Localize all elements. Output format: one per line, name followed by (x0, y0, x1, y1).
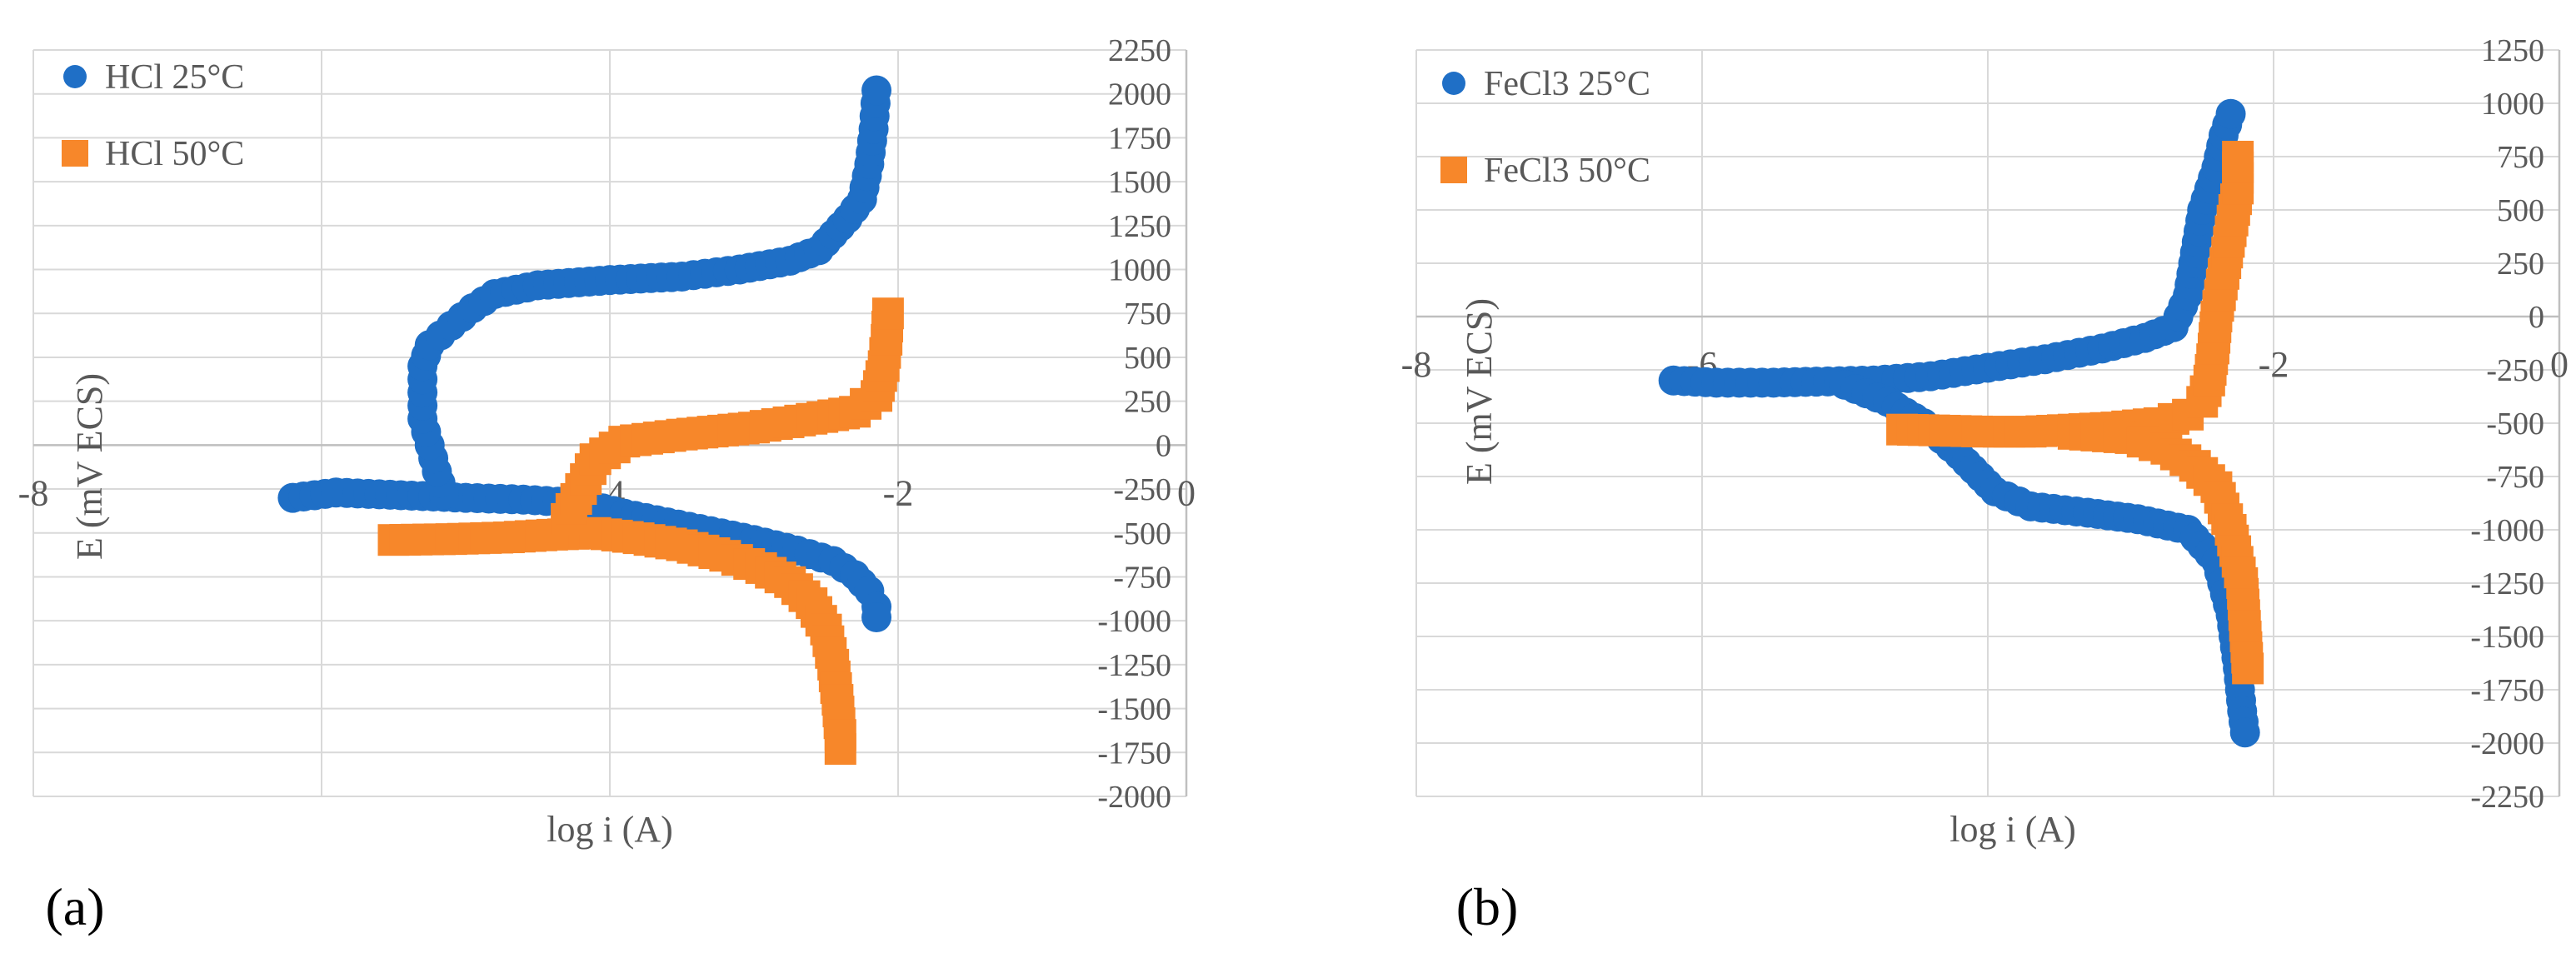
x-axis-title: log i (A) (1949, 809, 2076, 850)
data-point (871, 297, 904, 330)
x-tick-label: 0 (1177, 472, 1196, 513)
x-tick-label: -8 (1401, 344, 1432, 385)
y-tick-label: -750 (1113, 560, 1171, 595)
data-point (861, 601, 892, 632)
data-point (2229, 717, 2260, 748)
y-tick-label: -500 (1113, 516, 1171, 551)
y-tick-label: 0 (2529, 300, 2544, 335)
y-tick-label: -2000 (2470, 726, 2544, 761)
panel-label: (a) (45, 877, 104, 936)
y-tick-label: -750 (2486, 460, 2544, 495)
y-tick-label: -2250 (2470, 780, 2544, 815)
legend-marker (1440, 157, 1467, 183)
y-tick-label: -1750 (2470, 673, 2544, 708)
y-tick-label: 0 (1156, 428, 1171, 463)
y-tick-label: -1250 (1097, 648, 1171, 683)
legend-marker (1442, 72, 1465, 95)
x-tick-label: -2 (883, 472, 914, 513)
legend-label: FeCl3 50°C (1484, 152, 1650, 190)
y-tick-label: 1750 (1108, 121, 1171, 156)
legend-label: HCl 25°C (105, 58, 244, 97)
y-tick-label: -1500 (1097, 692, 1171, 727)
y-tick-label: -1250 (2470, 566, 2544, 601)
y-tick-label: 500 (1124, 341, 1171, 376)
y-tick-label: -1750 (1097, 736, 1171, 771)
y-tick-label: -250 (2486, 353, 2544, 388)
y-tick-label: 1000 (1108, 253, 1171, 288)
y-axis-title: E (mV ECS) (1459, 298, 1500, 485)
legend-label: HCl 50°C (105, 135, 244, 173)
x-tick-label: 0 (2550, 344, 2569, 385)
x-tick-label: -8 (18, 472, 49, 513)
y-tick-label: 750 (2497, 140, 2544, 175)
data-point (824, 733, 856, 766)
chart-panel-b: 125010007505002500-250-500-750-1000-1250… (1401, 33, 2569, 936)
y-tick-label: -500 (2486, 407, 2544, 442)
y-tick-label: 500 (2497, 193, 2544, 228)
y-tick-label: -2000 (1097, 780, 1171, 815)
chart-panel-a: 2250200017501500125010007505002500-250-5… (18, 33, 1196, 936)
y-tick-label: 250 (1124, 385, 1171, 420)
x-axis-title: log i (A) (547, 809, 673, 850)
series-fecl3-50-c (1886, 141, 2264, 685)
y-tick-label: -1500 (2470, 620, 2544, 655)
y-axis-title: E (mV ECS) (69, 373, 110, 560)
legend-label: FeCl3 25°C (1484, 65, 1650, 103)
y-tick-label: 2250 (1108, 33, 1171, 68)
series-hcl-50-c (377, 297, 904, 766)
y-tick-label: -250 (1113, 472, 1171, 507)
y-tick-label: 250 (2497, 247, 2544, 282)
y-tick-label: 1250 (1108, 209, 1171, 244)
x-tick-label: -2 (2259, 344, 2289, 385)
legend-marker (63, 65, 87, 88)
panel-label: (b) (1456, 877, 1519, 936)
y-tick-label: 2000 (1108, 77, 1171, 112)
legend-marker (62, 140, 88, 167)
data-point (2232, 652, 2264, 685)
y-tick-label: -1000 (2470, 513, 2544, 548)
data-point (861, 75, 892, 106)
data-point (2215, 98, 2246, 129)
y-tick-label: -1000 (1097, 604, 1171, 639)
y-tick-label: 1250 (2481, 33, 2544, 68)
data-point (2222, 141, 2254, 172)
y-tick-label: 1500 (1108, 165, 1171, 200)
y-tick-label: 750 (1124, 297, 1171, 332)
y-tick-label: 1000 (2481, 87, 2544, 122)
